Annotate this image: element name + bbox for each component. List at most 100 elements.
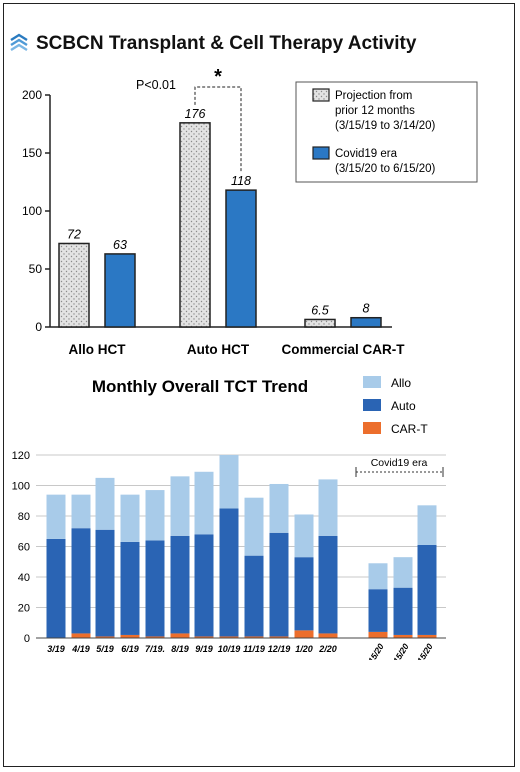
legend-swatch-covid bbox=[312, 146, 330, 160]
legend-swatch-allo bbox=[363, 376, 381, 388]
chart2-bars bbox=[46, 455, 437, 638]
bar-value-label: 72 bbox=[67, 227, 81, 241]
chart1-bars: 72 63 176 118 6.5 8 bbox=[58, 107, 382, 328]
bar-segment-allo bbox=[219, 455, 239, 509]
bar-segment-allo bbox=[318, 479, 338, 536]
header: SCBCN Transplant & Cell Therapy Activity bbox=[8, 30, 416, 58]
bar-segment-allo bbox=[393, 557, 413, 588]
significance-star: * bbox=[214, 66, 222, 88]
y-tick-label: 100 bbox=[12, 481, 30, 493]
x-tick-label: 9/19 bbox=[195, 644, 213, 654]
y-tick-label: 50 bbox=[29, 262, 43, 276]
bar-segment-cart bbox=[170, 633, 190, 638]
x-category-label: Commercial CAR-T bbox=[281, 342, 405, 357]
projection-bar bbox=[179, 122, 211, 328]
scbcn-logo-icon bbox=[10, 33, 28, 52]
projection-bar bbox=[304, 318, 336, 328]
x-category-label: Allo HCT bbox=[69, 342, 127, 357]
bar-segment-auto bbox=[71, 528, 91, 634]
covid-bar bbox=[104, 253, 136, 328]
chart1-annotations: * P<0.01 bbox=[136, 66, 242, 173]
x-tick-label: 5/19 bbox=[96, 644, 114, 654]
chart2-legend: Allo Auto CAR-T bbox=[363, 376, 428, 436]
bar-segment-allo bbox=[194, 471, 214, 535]
page-title: SCBCN Transplant & Cell Therapy Activity bbox=[36, 33, 417, 54]
covid-era-label: Covid19 era bbox=[371, 457, 428, 469]
y-tick-label: 150 bbox=[22, 146, 42, 160]
covid-era-bracket: Covid19 era bbox=[355, 457, 444, 477]
bar-segment-cart bbox=[120, 634, 140, 638]
chart1-legend: Projection from prior 12 months (3/15/19… bbox=[295, 81, 478, 183]
monthly-trend-chart: Monthly Overall TCT Trend Allo Auto CAR-… bbox=[12, 376, 446, 660]
bar-segment-auto bbox=[194, 534, 214, 637]
bar-segment-auto bbox=[393, 587, 413, 635]
bar-segment-cart bbox=[244, 636, 264, 638]
bar-segment-allo bbox=[244, 497, 264, 556]
bar-segment-auto bbox=[318, 535, 338, 634]
x-tick-label: 10/19 bbox=[218, 644, 241, 654]
x-tick-label: 7/19. bbox=[145, 644, 165, 654]
y-tick-label: 0 bbox=[24, 633, 30, 645]
bar-segment-cart bbox=[269, 636, 289, 638]
bar-segment-auto bbox=[269, 532, 289, 637]
bar-segment-allo bbox=[120, 494, 140, 542]
bar-segment-allo bbox=[46, 494, 66, 539]
bar-segment-allo bbox=[71, 494, 91, 529]
bar-segment-allo bbox=[368, 563, 388, 590]
covid-bar bbox=[225, 189, 257, 328]
legend-label-cart: CAR-T bbox=[391, 422, 428, 436]
y-tick-label: 60 bbox=[18, 542, 30, 554]
x-tick-label: 3/19 bbox=[47, 644, 65, 654]
y-tick-label: 20 bbox=[18, 603, 30, 615]
bar-segment-auto bbox=[145, 540, 165, 637]
bar-segment-allo bbox=[294, 514, 314, 558]
bar-segment-cart bbox=[194, 636, 214, 638]
covid-bar bbox=[350, 316, 382, 328]
bar-segment-allo bbox=[95, 477, 115, 530]
bar-value-label: 8 bbox=[363, 302, 370, 316]
y-tick-label: 200 bbox=[22, 88, 42, 102]
projection-bar bbox=[58, 242, 90, 328]
bar-segment-cart bbox=[219, 636, 239, 638]
y-tick-label: 80 bbox=[18, 511, 30, 523]
legend-label: prior 12 months bbox=[335, 105, 415, 117]
significance-bracket bbox=[194, 86, 242, 173]
bar-value-label: 6.5 bbox=[311, 303, 328, 317]
bar-segment-auto bbox=[417, 544, 437, 635]
bar-segment-auto bbox=[95, 529, 115, 637]
bar-segment-auto bbox=[170, 535, 190, 634]
x-tick-label: 8/19 bbox=[171, 644, 189, 654]
bar-segment-cart bbox=[145, 636, 165, 638]
legend-label: (3/15/20 to 6/15/20) bbox=[335, 163, 436, 175]
bar-segment-auto bbox=[244, 555, 264, 637]
chart2-title: Monthly Overall TCT Trend bbox=[92, 377, 308, 396]
bar-segment-auto bbox=[368, 589, 388, 632]
x-tick-label: 3/15/20 to 4/15/20 bbox=[340, 642, 385, 660]
legend-swatch-cart bbox=[363, 422, 381, 434]
x-tick-label: 2/20 bbox=[318, 644, 337, 654]
bar-value-label: 176 bbox=[185, 107, 206, 121]
bar-segment-allo bbox=[170, 476, 190, 536]
bar-value-label: 118 bbox=[231, 174, 251, 188]
bar-segment-cart bbox=[71, 633, 91, 638]
bar-segment-auto bbox=[294, 557, 314, 631]
x-tick-label: 12/19 bbox=[268, 644, 291, 654]
legend-label: Covid19 era bbox=[335, 148, 398, 160]
bar-segment-cart bbox=[393, 634, 413, 638]
bar-segment-allo bbox=[269, 483, 289, 533]
x-tick-label: 4/19 bbox=[71, 644, 90, 654]
comparison-bar-chart: 0 50 100 150 200 Allo HCT Auto HCT Commercial C… bbox=[22, 66, 478, 357]
legend-swatch-auto bbox=[363, 399, 381, 411]
y-tick-label: 0 bbox=[35, 320, 42, 334]
legend-swatch-projection bbox=[312, 88, 330, 102]
bar-segment-auto bbox=[120, 541, 140, 635]
bar-segment-auto bbox=[46, 538, 66, 638]
bar-segment-allo bbox=[145, 490, 165, 541]
figure-frame bbox=[3, 3, 515, 767]
x-category-label: Auto HCT bbox=[187, 342, 250, 357]
p-value-label: P<0.01 bbox=[136, 78, 176, 92]
y-tick-label: 100 bbox=[22, 204, 42, 218]
bar-segment-cart bbox=[318, 633, 338, 638]
y-tick-label: 40 bbox=[18, 572, 30, 584]
legend-label-allo: Allo bbox=[391, 376, 411, 390]
